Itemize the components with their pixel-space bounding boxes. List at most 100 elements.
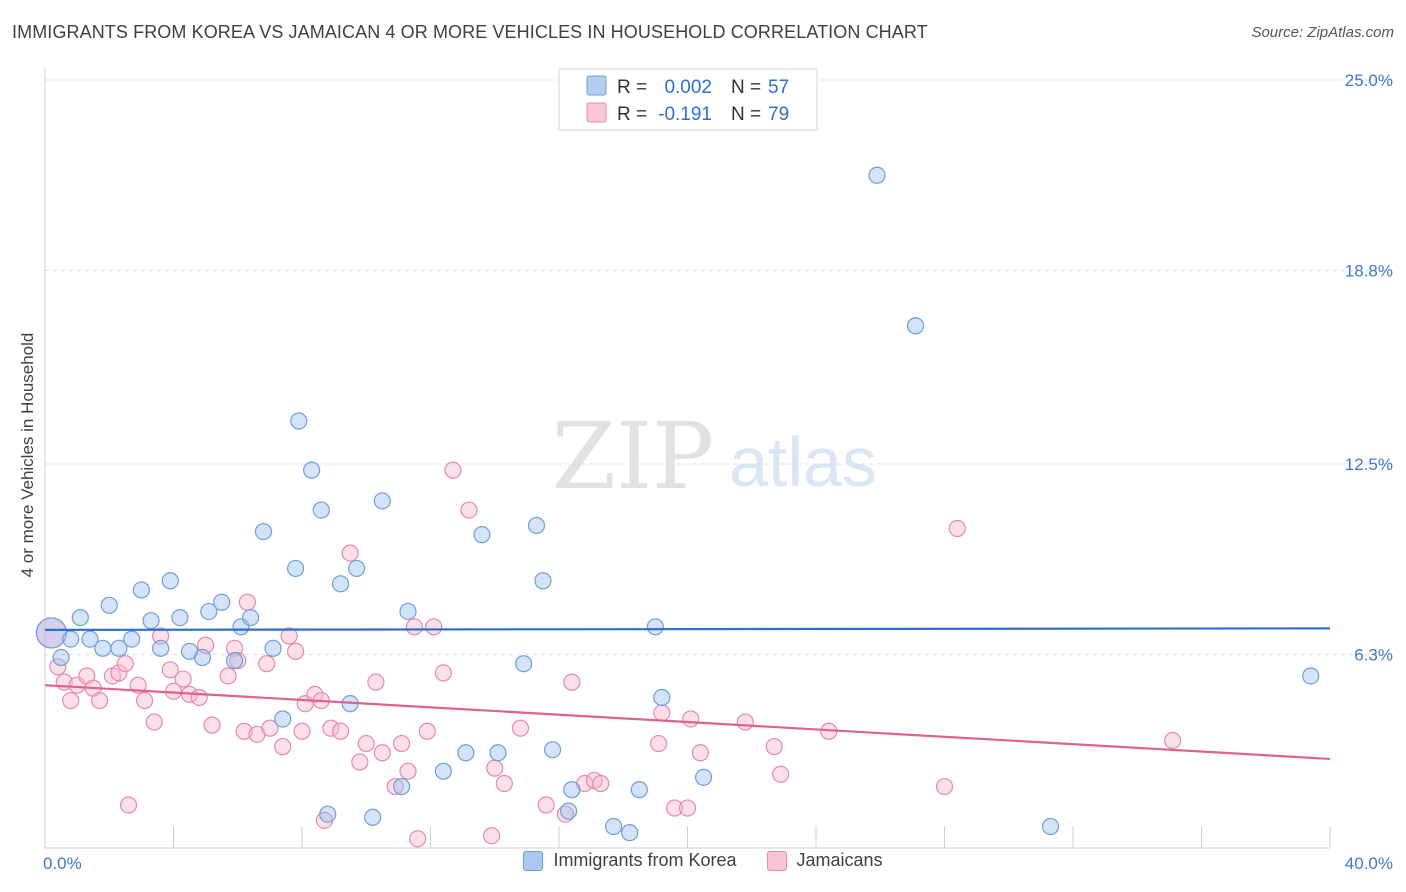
point-jamaicans: [280, 627, 298, 645]
point-jamaicans: [161, 661, 179, 679]
point-jamaicans: [765, 738, 783, 756]
point-jamaicans: [425, 618, 443, 636]
legend-label-korea: Immigrants from Korea: [553, 850, 737, 870]
point-jamaicans: [736, 713, 754, 731]
point-korea: [605, 817, 623, 836]
point-jamaicans: [152, 627, 170, 645]
point-korea: [489, 744, 507, 762]
legend-n-value: 79: [768, 104, 789, 125]
watermark-zip: ZIP: [552, 403, 714, 510]
y-tick-label: 18.8%: [1345, 261, 1393, 280]
legend-r-value: -0.191: [658, 104, 712, 125]
point-jamaicans: [91, 691, 109, 710]
point-jamaicans: [511, 719, 530, 737]
point-jamaicans: [772, 765, 790, 783]
series-legend: Immigrants from Korea Jamaicans: [0, 850, 1406, 871]
point-jamaicans: [322, 719, 340, 737]
trend-line-korea: [44, 627, 1331, 631]
point-jamaicans: [62, 691, 80, 710]
point-jamaicans: [409, 830, 427, 848]
legend-swatch-jamaicans: [766, 850, 787, 871]
point-korea: [242, 608, 260, 627]
point-jamaicans: [392, 734, 411, 753]
point-korea: [527, 516, 546, 535]
point-jamaicans: [1163, 731, 1182, 750]
legend-r-label: R =: [617, 77, 647, 98]
point-korea: [348, 559, 366, 578]
point-jamaicans: [649, 734, 668, 753]
point-korea: [434, 762, 452, 780]
point-jamaicans: [341, 544, 359, 562]
trend-line-jamaicans: [44, 684, 1331, 761]
legend-swatch-korea-r: [586, 75, 607, 96]
legend-item-jamaicans: Jamaicans: [766, 850, 883, 871]
point-korea: [331, 575, 350, 593]
y-tick-label: 12.5%: [1345, 455, 1393, 474]
point-korea: [694, 768, 713, 786]
point-jamaicans: [418, 722, 436, 740]
point-korea: [621, 824, 639, 842]
point-korea: [81, 630, 99, 648]
point-jamaicans: [238, 593, 256, 611]
point-korea: [290, 412, 308, 430]
point-korea: [286, 559, 305, 578]
y-tick-label: 25.0%: [1345, 71, 1393, 90]
point-jamaicans: [135, 691, 154, 710]
point-jamaicans: [563, 673, 581, 691]
point-korea: [646, 618, 664, 636]
point-korea: [868, 166, 886, 184]
point-korea: [62, 630, 80, 648]
point-korea: [653, 688, 671, 707]
chart-title: IMMIGRANTS FROM KOREA VS JAMAICAN 4 OR M…: [12, 22, 928, 42]
point-jamaicans: [666, 799, 684, 817]
point-korea: [534, 572, 552, 590]
point-jamaicans: [306, 685, 324, 704]
point-jamaicans: [444, 461, 462, 479]
point-korea: [35, 617, 68, 649]
point-jamaicans: [174, 670, 192, 688]
point-korea: [100, 596, 118, 614]
point-korea: [225, 652, 244, 670]
legend-n-value: 57: [768, 77, 789, 98]
legend-r-label: R =: [617, 104, 647, 125]
point-korea: [123, 630, 141, 648]
point-korea: [254, 522, 273, 541]
point-jamaicans: [482, 827, 501, 845]
point-korea: [392, 777, 411, 796]
point-jamaicans: [145, 713, 163, 731]
point-korea: [473, 526, 491, 544]
data-points: [35, 89, 1320, 848]
correlation-legend: R = 0.002 N = 57 R = -0.191 N = 79: [558, 68, 818, 131]
point-jamaicans: [653, 704, 671, 722]
point-jamaicans: [537, 796, 555, 814]
point-jamaicans: [119, 796, 138, 814]
x-tick-label-min: 0.0%: [43, 854, 82, 873]
point-korea: [303, 461, 321, 479]
point-jamaicans: [116, 655, 134, 673]
point-jamaicans: [129, 676, 147, 694]
point-jamaicans: [682, 710, 700, 728]
point-jamaicans: [460, 501, 478, 519]
point-jamaicans: [286, 642, 305, 660]
point-korea: [906, 317, 925, 335]
point-korea: [152, 639, 170, 657]
point-jamaicans: [935, 777, 954, 796]
point-jamaicans: [219, 667, 237, 685]
point-korea: [94, 639, 112, 657]
point-korea: [52, 648, 70, 667]
axes: [44, 68, 1331, 849]
point-korea: [274, 710, 292, 728]
legend-swatch-jamaicans-r: [586, 102, 607, 123]
legend-n-label: N =: [731, 104, 761, 125]
point-jamaicans: [691, 744, 709, 762]
point-jamaicans: [274, 738, 292, 756]
point-jamaicans: [235, 722, 253, 740]
legend-swatch-korea: [523, 850, 544, 871]
point-jamaicans: [190, 688, 208, 707]
point-jamaicans: [678, 799, 697, 817]
source-credit: Source: ZipAtlas.com: [1251, 24, 1394, 41]
legend-item-korea: Immigrants from Korea: [523, 850, 737, 871]
point-jamaicans: [110, 664, 128, 682]
point-jamaicans: [386, 777, 404, 796]
